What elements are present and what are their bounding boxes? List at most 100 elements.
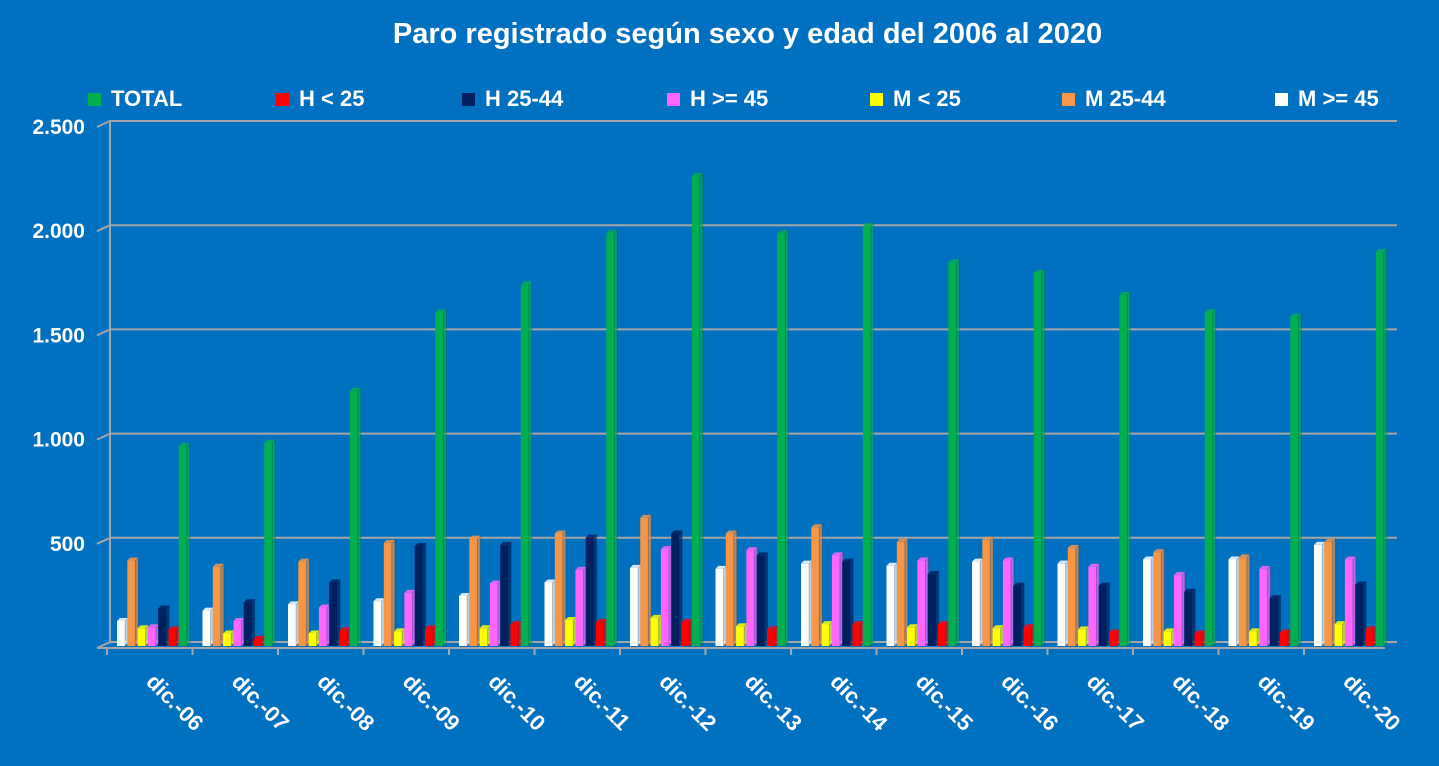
legend-swatch [870, 92, 883, 106]
gridline-edge [96, 328, 111, 337]
bar-cap [202, 607, 214, 611]
gridline-edge [96, 432, 111, 441]
bar-cap [298, 558, 310, 562]
bar-cap [212, 563, 224, 567]
bar-side [357, 386, 362, 648]
bar-m-45 [544, 582, 553, 646]
bar-side [528, 280, 533, 648]
bar-cap [435, 309, 447, 313]
bar-total [1375, 252, 1384, 646]
bar-total [691, 176, 700, 647]
bar-h-25-44 [414, 545, 423, 646]
bar-cap [554, 530, 566, 534]
bar-h-25 [852, 624, 861, 646]
bar-cap [383, 539, 395, 543]
bar-side [613, 229, 618, 648]
bar-cap [479, 625, 491, 629]
bar-cap [640, 514, 652, 518]
bar-m-25 [1249, 631, 1258, 646]
bar-side [1383, 247, 1388, 648]
bar-cap [725, 530, 737, 534]
bar-side [442, 308, 447, 648]
bar-cap [907, 624, 919, 628]
bar-side [186, 441, 191, 648]
bar-cap [565, 616, 577, 620]
bar-cap [1204, 309, 1216, 313]
bar-cap [681, 619, 693, 623]
legend-item-m-25-44: M 25-44 [1062, 86, 1166, 112]
bar-cap [1057, 560, 1069, 564]
legend-item-m-gte-45: M >= 45 [1275, 86, 1379, 112]
bar-h-45 [1344, 559, 1353, 646]
bar-h-25 [1365, 629, 1374, 646]
bar-cap [746, 547, 758, 551]
bar-cap [917, 557, 929, 561]
y-tick-label: 2.500 [32, 116, 85, 139]
bar-cap [1023, 624, 1035, 628]
bar-cap [510, 621, 522, 625]
bar-cap [520, 281, 532, 285]
bar-cap [671, 530, 683, 534]
bar-h-45 [147, 627, 156, 646]
bar-cap [756, 552, 768, 556]
bar-h-25-44 [1355, 584, 1364, 646]
bar-side [955, 258, 960, 648]
bar-cap [168, 626, 180, 630]
legend-swatch [462, 92, 475, 106]
bar-cap [1163, 628, 1175, 632]
bar-m-25 [650, 617, 659, 646]
bar-m-25 [394, 631, 403, 646]
bar-cap [801, 560, 812, 564]
bar-h-25 [1109, 632, 1117, 646]
bar-m-25 [1334, 624, 1343, 646]
bar-m-45 [972, 561, 980, 646]
gridline-edge [96, 224, 111, 233]
bar-m-25 [308, 633, 317, 646]
bar-h-25-44 [1013, 585, 1022, 646]
bar-cap [852, 621, 864, 625]
y-tick-label: 1.500 [32, 324, 85, 347]
bar-cap [972, 558, 983, 562]
bar-m-45 [288, 604, 296, 646]
legend-label: TOTAL [111, 86, 183, 111]
bar-h-25-44 [1098, 585, 1107, 646]
bar-cap [288, 601, 299, 605]
bar-cap [349, 387, 361, 391]
bar-side [1297, 312, 1302, 648]
bar-h-25 [767, 629, 775, 646]
bar-h-25-44 [671, 533, 680, 646]
bar-m-25 [223, 633, 232, 646]
bar-cap [1088, 563, 1100, 567]
bar-cap [233, 617, 245, 621]
y-tick-label: 500 [50, 533, 85, 556]
bar-h-45 [489, 583, 498, 646]
bar-h-45 [831, 555, 840, 646]
bar-h-25-44 [1184, 591, 1193, 646]
bar-m-25-44 [469, 538, 478, 646]
bar-h-45 [1173, 575, 1182, 646]
bar-cap [1375, 249, 1387, 253]
bar-cap [767, 626, 778, 630]
bar-cap [1314, 541, 1325, 545]
bar-side [784, 229, 789, 648]
bar-m-25-44 [298, 561, 307, 646]
bar-h-45 [660, 549, 669, 646]
legend-item-h-25-44: H 25-44 [462, 86, 563, 112]
bar-cap [264, 439, 276, 443]
bar-total [435, 312, 444, 646]
bar-m-25 [736, 626, 745, 646]
bar-h-25-44 [927, 574, 936, 646]
legend-label: M >= 45 [1298, 86, 1379, 111]
bar-cap [938, 621, 949, 625]
bar-cap [811, 524, 823, 528]
bar-total [1033, 272, 1042, 646]
bar-total [1204, 312, 1213, 646]
bar-cap [1067, 545, 1079, 549]
legend-label: H >= 45 [690, 86, 769, 111]
bar-cap [821, 621, 833, 625]
bar-total [178, 445, 187, 646]
x-tick-label: dic.-11 [569, 669, 635, 735]
legend-swatch [88, 92, 101, 106]
x-tick-label: dic.-19 [1253, 669, 1320, 736]
